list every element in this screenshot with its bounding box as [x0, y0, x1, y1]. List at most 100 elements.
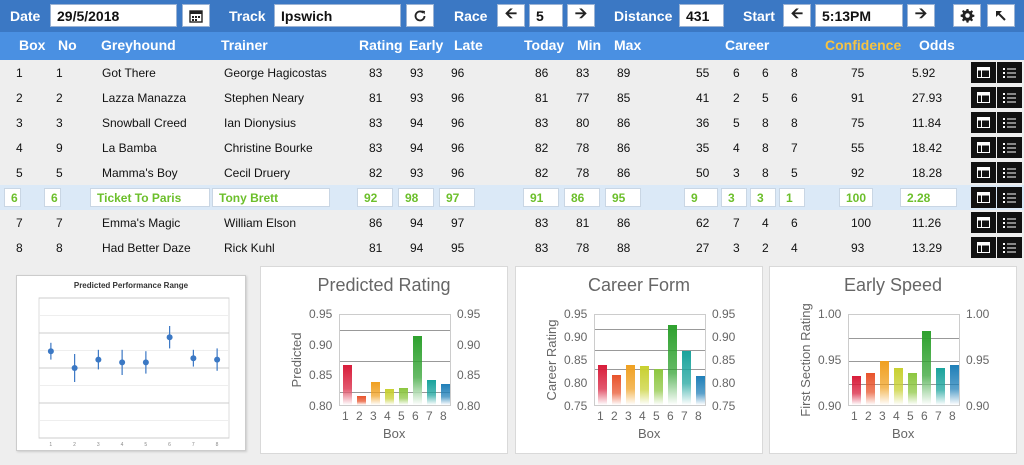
- bar-box-8[interactable]: [440, 383, 450, 405]
- col-trainer[interactable]: Trainer: [221, 37, 268, 53]
- bar-box-5[interactable]: [653, 369, 663, 405]
- col-no[interactable]: No: [58, 37, 77, 53]
- race-prev-button[interactable]: 🡨: [497, 4, 525, 27]
- table-row[interactable]: 8 8 Had Better Daze Rick Kuhl 81 94 95 83 78 88 27…: [0, 235, 1024, 260]
- table-row[interactable]: 4 9 La Bamba Christine Bourke 83 94 96 82 78 86 35…: [0, 135, 1024, 160]
- collapse-button[interactable]: [987, 4, 1015, 27]
- col-late[interactable]: Late: [454, 37, 483, 53]
- col-greyhound[interactable]: Greyhound: [101, 37, 176, 53]
- bar-box-4[interactable]: [384, 389, 394, 405]
- table-view-button[interactable]: [971, 237, 996, 258]
- bar-box-2[interactable]: [865, 372, 875, 405]
- bar-box-1[interactable]: [342, 364, 352, 405]
- table-row-selected[interactable]: 6 6 Ticket To Paris Tony Brett 92 98 97 91 86 95 9…: [0, 185, 1024, 210]
- col-min[interactable]: Min: [577, 37, 602, 53]
- x-axis-label: Box: [892, 426, 915, 441]
- race-field[interactable]: 5: [529, 4, 563, 27]
- x-tick-label: 8: [440, 409, 447, 423]
- bar-box-3[interactable]: [370, 381, 380, 405]
- cell-late: 97: [439, 188, 475, 207]
- track-field[interactable]: Ipswich: [274, 4, 401, 27]
- col-box[interactable]: Box: [19, 37, 46, 53]
- cell-confidence: 92: [851, 166, 865, 180]
- bar-box-5[interactable]: [907, 372, 917, 405]
- col-today[interactable]: Today: [524, 37, 565, 53]
- race-next-button[interactable]: 🡪: [567, 4, 595, 27]
- bar-box-8[interactable]: [949, 364, 959, 405]
- bar-box-3[interactable]: [625, 364, 635, 405]
- table-view-button[interactable]: [971, 112, 996, 133]
- table-view-button[interactable]: [971, 87, 996, 108]
- data-point[interactable]: [166, 334, 173, 341]
- table-row[interactable]: 1 1 Got There George Hagicostas 83 93 96 86 83 89…: [0, 60, 1024, 85]
- data-point[interactable]: [190, 355, 197, 362]
- cell-rating: 81: [369, 91, 383, 105]
- start-field[interactable]: 5:13PM: [815, 4, 903, 27]
- table-row[interactable]: 5 5 Mamma's Boy Cecil Druery 82 93 96 82 78 86 50 3…: [0, 160, 1024, 185]
- x-tick-label: 6: [667, 409, 674, 423]
- col-max[interactable]: Max: [614, 37, 642, 53]
- bar-box-7[interactable]: [681, 351, 691, 405]
- col-career[interactable]: Career: [725, 37, 770, 53]
- list-view-button[interactable]: [997, 162, 1022, 183]
- date-field[interactable]: 29/5/2018: [50, 4, 177, 27]
- data-point[interactable]: [142, 359, 149, 366]
- start-prev-button[interactable]: 🡨: [783, 4, 811, 27]
- list-view-button[interactable]: [997, 212, 1022, 233]
- calendar-button[interactable]: [182, 4, 210, 27]
- data-point[interactable]: [47, 348, 54, 355]
- bar-box-6[interactable]: [412, 336, 422, 405]
- bar-box-1[interactable]: [597, 364, 607, 405]
- list-view-button[interactable]: [997, 237, 1022, 258]
- list-view-button[interactable]: [997, 87, 1022, 108]
- cell-odds: 5.92: [912, 66, 936, 80]
- bar-box-6[interactable]: [667, 324, 677, 405]
- col-odds[interactable]: Odds: [919, 37, 955, 53]
- x-tick-label: 1: [597, 409, 604, 423]
- table-view-button[interactable]: [971, 212, 996, 233]
- bar-box-7[interactable]: [426, 380, 436, 405]
- bar-box-4[interactable]: [893, 368, 903, 405]
- bar-box-4[interactable]: [639, 366, 649, 405]
- start-next-button[interactable]: 🡪: [907, 4, 935, 27]
- settings-button[interactable]: [953, 4, 981, 27]
- list-view-icon: [1003, 193, 1016, 203]
- table-view-button[interactable]: [971, 162, 996, 183]
- bar-box-2[interactable]: [356, 395, 366, 405]
- col-confidence[interactable]: Confidence: [825, 37, 902, 53]
- bar-box-8[interactable]: [695, 376, 705, 405]
- table-row[interactable]: 3 3 Snowball Creed Ian Dionysius 83 94 96 83 80 8…: [0, 110, 1024, 135]
- cell-max: 95: [605, 188, 641, 207]
- table-view-button[interactable]: [971, 62, 996, 83]
- data-point[interactable]: [119, 359, 126, 366]
- bar-box-6[interactable]: [921, 331, 931, 405]
- x-axis-label: Box: [383, 426, 406, 441]
- bar-box-7[interactable]: [935, 368, 945, 405]
- col-rating[interactable]: Rating: [359, 37, 403, 53]
- data-point[interactable]: [71, 365, 78, 371]
- distance-field[interactable]: 431: [679, 4, 724, 27]
- list-view-button[interactable]: [997, 137, 1022, 158]
- bar-box-5[interactable]: [398, 388, 408, 405]
- data-point[interactable]: [214, 356, 221, 363]
- list-view-button[interactable]: [997, 112, 1022, 133]
- bar-box-1[interactable]: [851, 375, 861, 405]
- table-view-icon: [977, 92, 990, 103]
- list-view-button[interactable]: [997, 62, 1022, 83]
- table-view-button[interactable]: [971, 187, 996, 208]
- table-row[interactable]: 7 7 Emma's Magic William Elson 86 94 97 83 81 86 6…: [0, 210, 1024, 235]
- chart-title: Predicted Rating: [317, 275, 451, 295]
- bar-box-2[interactable]: [611, 375, 621, 405]
- cell-no: 8: [56, 241, 63, 255]
- cell-min: 78: [576, 241, 590, 255]
- track-label: Track: [229, 8, 266, 24]
- plot-area: [848, 314, 960, 406]
- bar-box-3[interactable]: [879, 360, 889, 405]
- refresh-button[interactable]: [406, 4, 434, 27]
- table-row[interactable]: 2 2 Lazza Manazza Stephen Neary 81 93 96 81 77 85…: [0, 85, 1024, 110]
- data-point[interactable]: [95, 356, 102, 363]
- list-view-button[interactable]: [997, 187, 1022, 208]
- cell-greyhound: Mamma's Boy: [102, 166, 178, 180]
- table-view-button[interactable]: [971, 137, 996, 158]
- col-early[interactable]: Early: [409, 37, 444, 53]
